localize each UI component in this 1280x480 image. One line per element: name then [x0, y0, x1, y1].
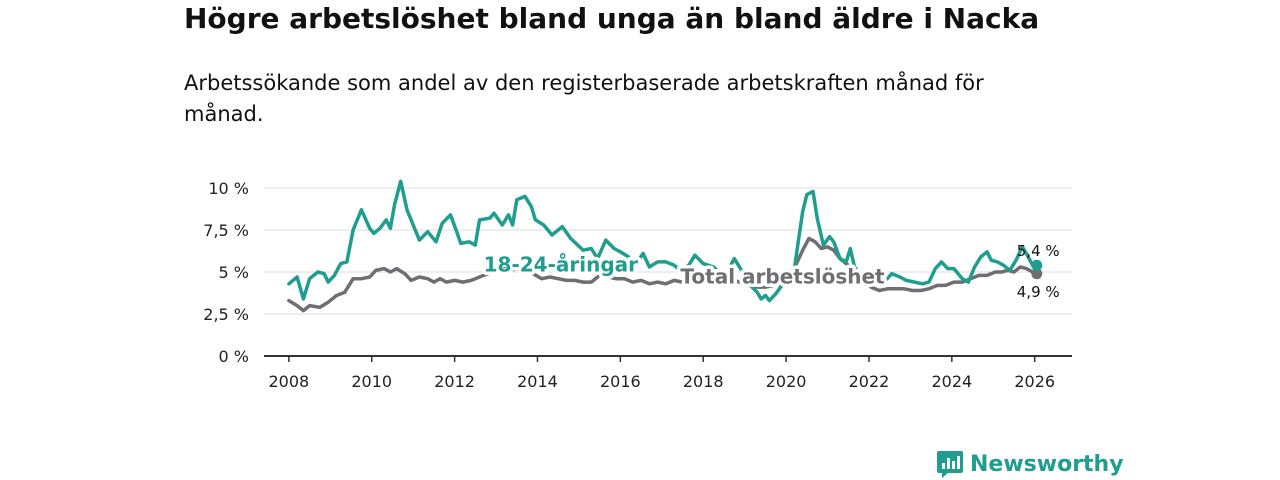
series-end-point-total — [1031, 268, 1043, 280]
y-tick-label: 7,5 % — [203, 221, 249, 240]
x-tick-label: 2012 — [434, 372, 475, 391]
x-tick-label: 2010 — [351, 372, 392, 391]
series-end-point-youth — [1031, 259, 1043, 271]
newsworthy-logo: Newsworthy — [936, 449, 1124, 479]
newsworthy-logo-icon — [937, 451, 963, 478]
y-tick-label: 10 % — [208, 179, 249, 198]
x-tick-label: 2016 — [600, 372, 641, 391]
series-end-label-youth: 5,4 % — [1017, 242, 1060, 260]
series-end-label-total: 4,9 % — [1017, 283, 1060, 301]
y-tick-label: 0 % — [219, 347, 249, 366]
x-tick-label: 2018 — [683, 372, 724, 391]
series-label-youth-halo: 18-24-åringar — [484, 253, 639, 277]
page-title: Högre arbetslöshet bland unga än bland ä… — [184, 2, 1040, 35]
series-line-youth — [287, 179, 1039, 303]
series-label-total: Total arbetslöshet — [680, 264, 885, 288]
x-tick-label: 2024 — [931, 372, 972, 391]
y-tick-label: 5 % — [219, 263, 249, 282]
x-tick-label: 2014 — [517, 372, 558, 391]
x-tick-label: 2008 — [269, 372, 310, 391]
x-tick-label: 2020 — [766, 372, 807, 391]
gridlines — [264, 187, 1072, 315]
x-tick-label: 2026 — [1014, 372, 1055, 391]
series-label-youth: 18-24-åringar — [484, 253, 639, 277]
series-lines — [287, 179, 1043, 313]
x-axis-ticks: 2008 2010 2012 2014 2016 2018 2020 2022 2024 2026 — [264, 355, 1072, 391]
y-tick-label: 2,5 % — [203, 305, 249, 324]
y-axis-ticks: 0 % 2,5 % 5 % 7,5 % 10 % — [203, 179, 249, 366]
series-line-total — [287, 236, 1039, 313]
chart-subtitle: Arbetssökande som andel av den registerb… — [184, 71, 984, 126]
newsworthy-logo-text: Newsworthy — [970, 451, 1124, 477]
x-tick-label: 2022 — [849, 372, 890, 391]
series-label-total-halo: Total arbetslöshet — [680, 264, 885, 288]
